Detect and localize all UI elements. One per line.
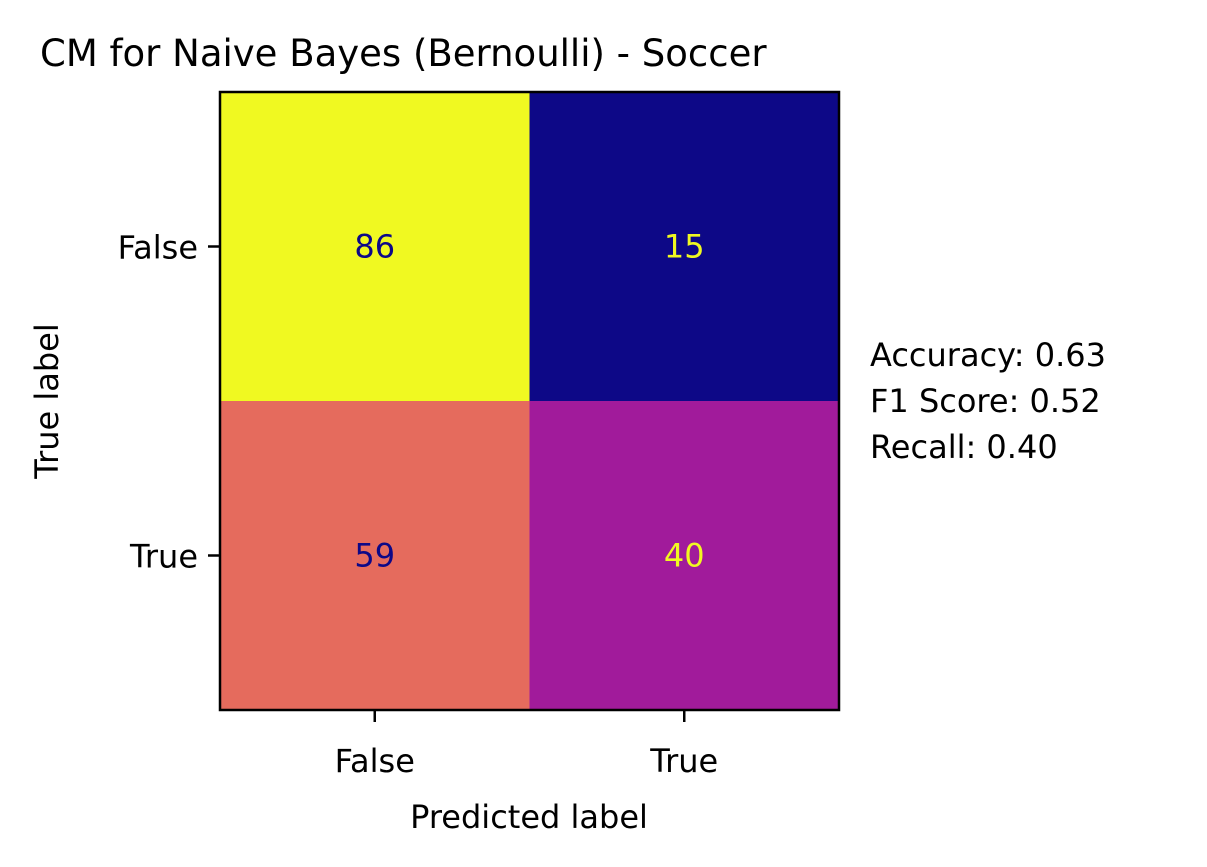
cell-value-label: 40 — [664, 537, 705, 575]
x-axis-ticks: False True — [335, 710, 718, 780]
heatmap-cell — [220, 92, 530, 401]
cell-value-label: 86 — [354, 228, 395, 266]
f1-score-text: F1 Score: 0.52 — [870, 382, 1101, 420]
x-tick-label: False — [335, 742, 415, 780]
heatmap-cell — [529, 92, 839, 401]
recall-text: Recall: 0.40 — [870, 428, 1058, 466]
y-axis-label: True label — [28, 323, 66, 480]
plot-frame — [218, 90, 841, 712]
heatmap-cell — [220, 401, 530, 710]
metrics-panel: Accuracy: 0.63 F1 Score: 0.52 Recall: 0.… — [870, 336, 1106, 466]
y-tick-label: False — [118, 229, 198, 267]
x-axis-label: Predicted label — [410, 798, 648, 836]
y-tick-label: True — [129, 538, 198, 576]
y-axis-ticks: False True — [118, 229, 220, 576]
cell-value-label: 15 — [664, 228, 705, 266]
heatmap-cell — [529, 401, 839, 710]
chart-title: CM for Naive Bayes (Bernoulli) - Soccer — [40, 32, 767, 75]
x-tick-label: True — [649, 742, 718, 780]
accuracy-text: Accuracy: 0.63 — [870, 336, 1106, 374]
cell-value-label: 59 — [354, 537, 395, 575]
heatmap-cells: 86 15 59 40 — [220, 92, 839, 710]
